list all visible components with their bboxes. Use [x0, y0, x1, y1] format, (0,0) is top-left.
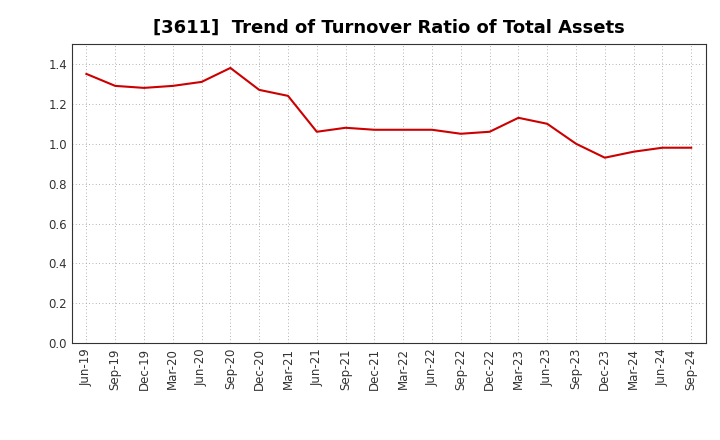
Title: [3611]  Trend of Turnover Ratio of Total Assets: [3611] Trend of Turnover Ratio of Total …	[153, 19, 625, 37]
